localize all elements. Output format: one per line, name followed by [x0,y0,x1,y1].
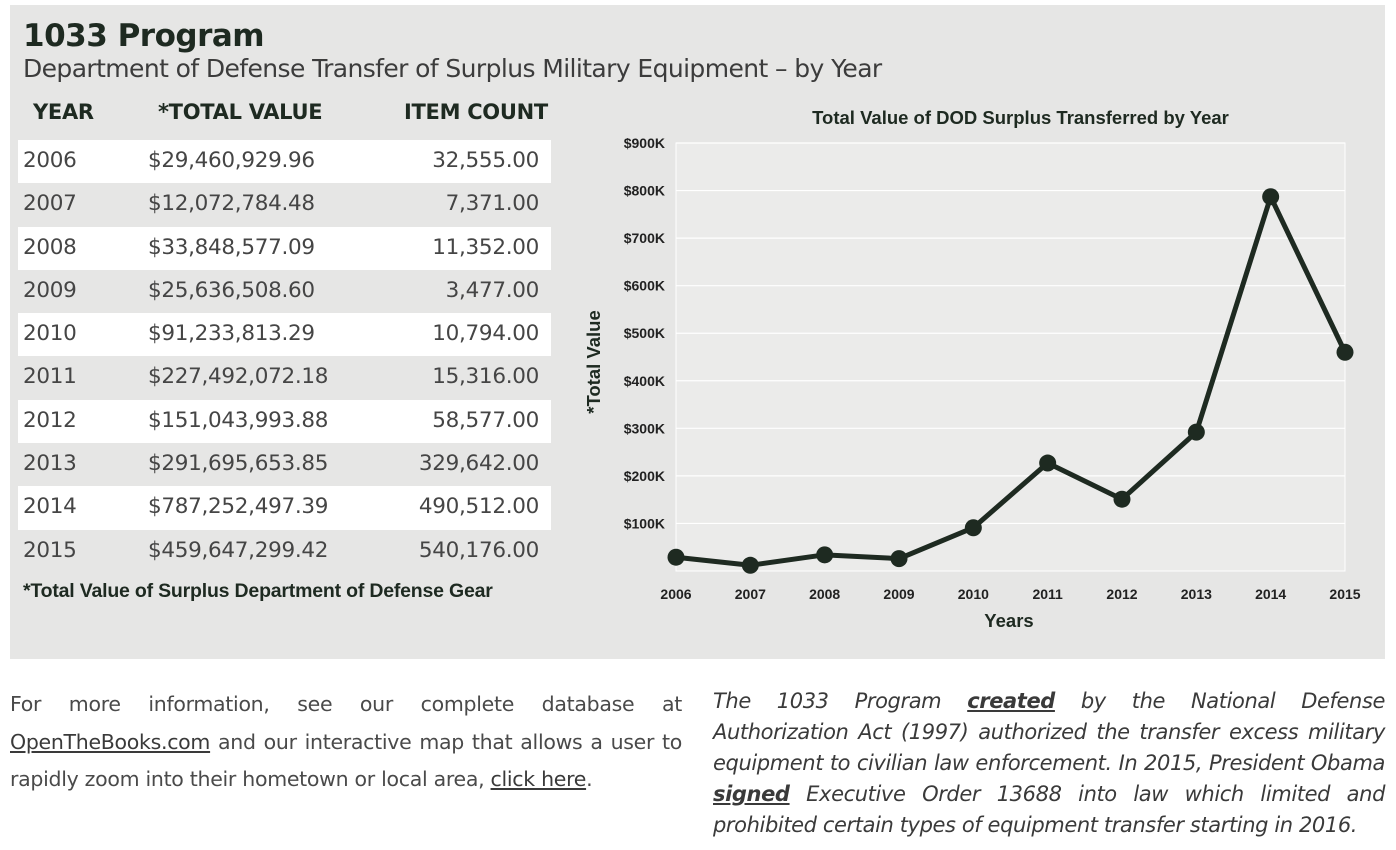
cell-item-count: 7,371.00 [445,191,540,217]
cell-year: 2015 [23,537,77,563]
data-point [964,519,982,537]
y-tick-label: $600K [624,278,665,294]
y-tick-label: $300K [624,420,665,436]
y-tick-label: $700K [624,230,665,246]
cell-year: 2013 [23,451,77,477]
table-row: 2006 $29,460,929.96 32,555.00 [18,140,551,184]
created-emphasis: created [967,689,1055,713]
data-point [1336,343,1354,361]
x-tick-label: 2015 [1329,586,1360,602]
cell-year: 2012 [23,407,77,433]
cell-item-count: 32,555.00 [432,148,539,173]
page-title: 1033 Program [23,18,265,54]
plot-area [675,142,1346,572]
line-chart: $100K $200K $300K $400K $500K $600K $700K $800K… [583,107,1361,631]
y-tick-label: $400K [624,373,665,389]
cell-total-value: $151,043,993.88 [148,407,329,433]
data-point [1262,188,1280,206]
cell-item-count: 58,577.00 [432,407,539,433]
data-table: 2006 $29,460,929.96 32,555.00 2007 $12,072,… [18,140,551,573]
data-point [816,546,834,564]
table-row: 2014 $787,252,497.39 490,512.00 [18,486,551,530]
cell-year: 2014 [23,494,77,520]
cell-total-value: $33,848,577.09 [148,234,315,260]
table-footnote: *Total Value of Surplus Department of De… [23,580,493,602]
table-row: 2011 $227,492,072.18 15,316.00 [18,356,551,399]
x-tick-label: 2013 [1181,586,1212,602]
y-tick-label: $500K [624,325,665,341]
table-row: 2012 $151,043,993.88 58,577.00 [18,399,551,444]
cell-total-value: $787,252,497.39 [148,494,329,520]
cell-total-value: $12,072,784.48 [148,191,315,217]
data-point [667,548,685,566]
signed-emphasis: signed [713,782,790,806]
y-tick-label: $200K [624,468,665,484]
x-tick-label: 2014 [1255,586,1286,602]
click-here-link[interactable]: click here [490,767,587,791]
program-text-mid: by the National Defense Authorization Ac… [713,689,1386,775]
cell-item-count: 540,176.00 [418,537,539,563]
cell-year: 2009 [23,277,77,303]
cell-item-count: 10,794.00 [432,321,539,347]
data-point [741,556,759,574]
cell-item-count: 490,512.00 [418,494,539,520]
cell-year: 2010 [23,321,77,347]
openthebooks-link[interactable]: OpenTheBooks.com [10,729,211,754]
page-subtitle: Department of Defense Transfer of Surplu… [23,54,882,83]
cell-year: 2006 [23,148,77,173]
table-row: 2009 $25,636,508.60 3,477.00 [18,270,551,313]
series-line [675,194,1348,568]
cell-total-value: $291,695,653.85 [148,451,329,477]
x-tick-label: 2012 [1106,586,1137,602]
cell-total-value: $25,636,508.60 [148,277,315,303]
x-tick-label: 2009 [883,586,914,602]
table-row: 2013 $291,695,653.85 329,642.00 [18,443,551,486]
cell-total-value: $29,460,929.96 [148,148,315,173]
table-row: 2008 $33,848,577.09 11,352.00 [18,226,551,270]
chart-title: Total Value of DOD Surplus Transferred b… [812,107,1229,128]
cell-year: 2008 [23,234,77,260]
table-row: 2010 $91,233,813.29 10,794.00 [18,313,551,357]
table-row: 2015 $459,647,299.42 540,176.00 [18,530,551,573]
cell-item-count: 329,642.00 [418,451,539,477]
x-tick-label: 2008 [809,586,840,602]
cell-total-value: $91,233,813.29 [148,321,315,347]
x-tick-label: 2011 [1032,586,1063,602]
col-header-year: YEAR [33,100,94,124]
x-axis-label: Years [984,610,1033,631]
x-tick-label: 2007 [735,586,766,602]
cell-item-count: 3,477.00 [445,277,540,303]
cell-year: 2011 [23,364,77,390]
cell-year: 2007 [23,191,77,217]
y-tick-label: $900K [624,135,665,151]
program-text-end: Executive Order 13688 into law which lim… [713,782,1385,837]
cell-item-count: 11,352.00 [432,234,539,260]
y-axis-label: *Total Value [583,310,604,414]
x-tick-label: 2010 [958,586,989,602]
program-text: The 1033 Program [713,689,942,713]
data-point [1039,454,1057,472]
col-header-total-value: *TOTAL VALUE [158,100,323,124]
x-tick-label: 2006 [660,586,691,602]
cell-total-value: $227,492,072.18 [148,364,329,390]
data-point [890,550,908,568]
more-info-text-mid: and our interactive map that allows a us… [10,729,682,792]
more-info-period: . [586,767,593,791]
data-point [1187,423,1205,441]
y-tick-label: $100K [624,515,665,531]
table-row: 2007 $12,072,784.48 7,371.00 [18,183,551,226]
data-point [1113,490,1131,508]
more-info-paragraph: For more information, see our complete d… [10,686,682,799]
y-tick-label: $800K [624,183,665,199]
program-description: The 1033 Program created by the National… [713,686,1385,841]
col-header-item-count: ITEM COUNT [404,100,548,124]
cell-total-value: $459,647,299.42 [148,537,329,563]
more-info-text: For more information, see our complete d… [10,692,682,716]
cell-item-count: 15,316.00 [432,364,539,390]
